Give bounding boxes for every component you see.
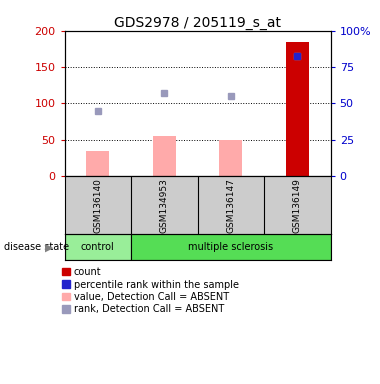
Title: GDS2978 / 205119_s_at: GDS2978 / 205119_s_at — [114, 16, 281, 30]
Text: GSM134953: GSM134953 — [160, 178, 169, 233]
Bar — [286, 41, 309, 176]
Bar — [219, 140, 242, 176]
Text: GSM136140: GSM136140 — [93, 178, 102, 233]
Text: GSM136149: GSM136149 — [293, 178, 302, 233]
Text: control: control — [81, 242, 115, 252]
Text: disease state: disease state — [4, 242, 69, 252]
Legend: count, percentile rank within the sample, value, Detection Call = ABSENT, rank, : count, percentile rank within the sample… — [62, 267, 239, 314]
Text: ▶: ▶ — [45, 242, 54, 252]
Bar — [153, 136, 176, 176]
Text: GSM136147: GSM136147 — [226, 178, 235, 233]
Bar — [86, 151, 109, 176]
FancyBboxPatch shape — [65, 234, 131, 260]
FancyBboxPatch shape — [131, 234, 331, 260]
Bar — [286, 41, 309, 176]
Text: multiple sclerosis: multiple sclerosis — [188, 242, 274, 252]
